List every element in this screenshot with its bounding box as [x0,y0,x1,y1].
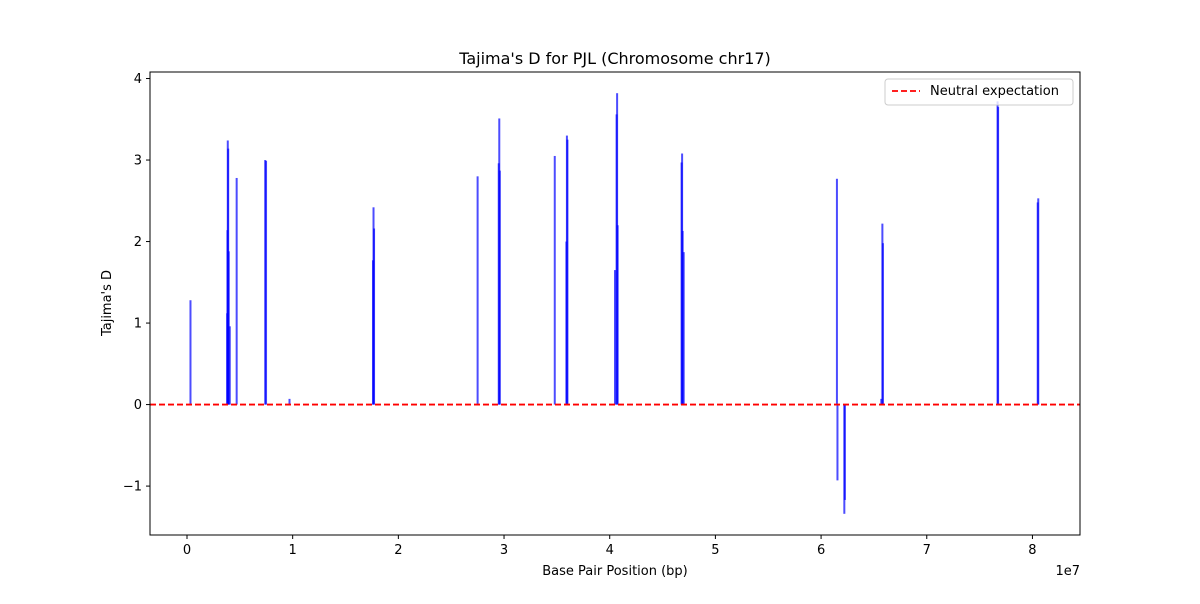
data-bar [288,398,291,405]
legend-label-neutral: Neutral expectation [930,84,1059,99]
plot-frame [149,71,1081,536]
data-bar [1037,198,1040,405]
axes-layer: 0 1 2 3 4 5 6 7 8 −1 0 1 2 3 4 [123,71,1081,558]
x-tick-label: 4 [606,543,614,558]
x-tick-label: 2 [394,543,402,558]
x-tick-label: 8 [1028,543,1036,558]
legend: Neutral expectation [884,78,1074,106]
data-bar [265,160,268,405]
data-bar [881,243,884,405]
x-tick-label: 0 [183,543,191,558]
y-axis-label: Tajima's D [100,270,115,337]
y-tick-label: 1 [134,317,142,332]
data-bar [235,177,238,405]
x-tick-label: 6 [817,543,825,558]
data-bar [880,398,883,405]
y-tick-label: 2 [134,235,142,250]
data-bar [228,326,231,405]
data-bar [476,176,479,405]
bars-layer [189,93,1040,514]
chart-title: Tajima's D for PJL (Chromosome chr17) [458,49,771,68]
data-bar [616,225,619,405]
data-bar [566,139,569,405]
x-axis-label: Base Pair Position (bp) [542,564,688,579]
x-tick-label: 7 [923,543,931,558]
x-tick-label: 1 [289,543,297,558]
legend-box [884,78,1074,106]
data-bar [227,251,230,405]
data-bar [373,228,376,405]
data-bar [614,270,616,405]
data-bar [836,404,839,481]
data-bar [553,155,556,405]
data-bar [682,252,685,405]
y-tick-label: 3 [134,154,142,169]
data-bar [997,107,1000,405]
y-tick-label: 4 [134,72,142,87]
data-bar [189,300,192,405]
data-bar [498,170,501,405]
x-tick-label: 3 [500,543,508,558]
data-bar [681,230,684,405]
y-tick-label: −1 [123,480,142,495]
y-tick-label: 0 [134,398,142,413]
x-axis-offset-label: 1e7 [1055,564,1080,579]
data-bar [835,178,838,405]
x-tick-label: 5 [711,543,719,558]
data-bar [843,404,846,500]
